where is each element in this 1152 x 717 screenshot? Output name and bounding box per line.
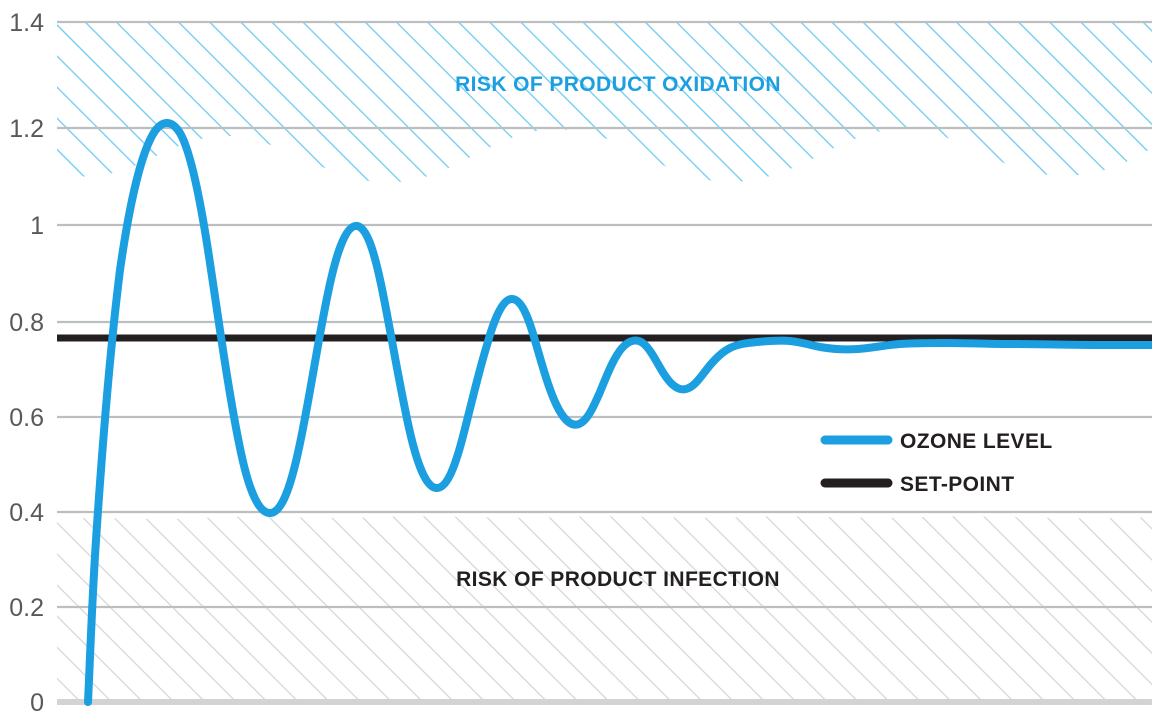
chart-legend: OZONE LEVEL SET-POINT <box>820 430 1053 496</box>
risk-of-product-infection-label: RISK OF PRODUCT INFECTION <box>456 568 780 591</box>
y-tick-label: 1.4 <box>9 9 44 37</box>
y-tick-label: 1 <box>30 212 44 240</box>
y-tick-label: 0 <box>30 689 44 717</box>
y-tick-label: 0.8 <box>9 309 44 337</box>
ozone-level-line <box>84 119 1152 706</box>
gridlines <box>57 20 1152 705</box>
risk-band-oxidation <box>57 22 1152 183</box>
legend-label-ozone-level: OZONE LEVEL <box>900 430 1053 453</box>
y-tick-label: 0.2 <box>9 594 44 622</box>
y-tick-label: 1.2 <box>9 115 44 143</box>
legend-label-set-point: SET-POINT <box>900 473 1014 496</box>
y-axis-tick-labels: 1.4 1.2 1 0.8 0.6 0.4 0.2 0 <box>9 9 44 717</box>
legend-item-ozone-level[interactable]: OZONE LEVEL <box>820 430 1053 453</box>
risk-band-infection <box>57 516 1152 702</box>
risk-of-product-oxidation-label: RISK OF PRODUCT OXIDATION <box>455 73 781 96</box>
legend-item-set-point[interactable]: SET-POINT <box>820 473 1014 496</box>
y-tick-label: 0.4 <box>9 499 44 527</box>
infection-hatch-fill <box>57 516 1152 702</box>
oxidation-hatch-fill <box>57 22 1152 183</box>
series-ozone-level <box>84 119 1152 706</box>
y-tick-label: 0.6 <box>9 404 44 432</box>
